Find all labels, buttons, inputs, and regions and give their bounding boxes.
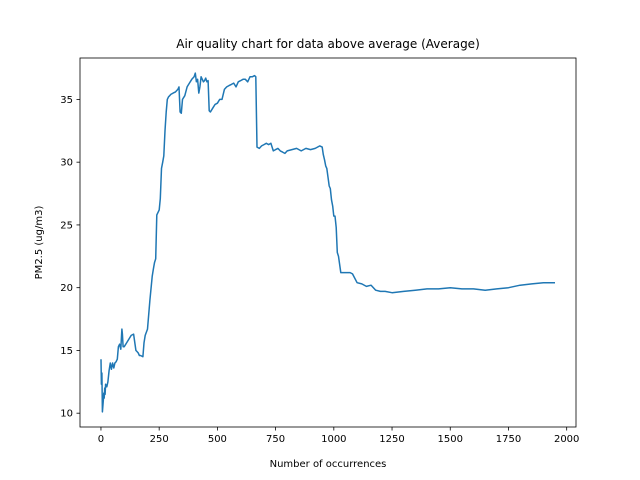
plot-area xyxy=(100,72,555,413)
x-tick-label: 1000 xyxy=(321,434,346,445)
x-tick-label: 750 xyxy=(266,434,285,445)
series-line xyxy=(100,72,555,413)
y-tick-label: 10 xyxy=(60,409,73,420)
y-tick-label: 15 xyxy=(60,346,73,357)
y-axis-label: PM2.5 (ug/m3) xyxy=(34,206,45,280)
y-tick-label: 25 xyxy=(60,220,73,231)
y-tick-label: 30 xyxy=(60,158,73,169)
x-axis: 0 250 500 750 1000 1250 1500 1750 2000 xyxy=(98,427,579,445)
chart-title: Air quality chart for data above average… xyxy=(176,37,480,51)
x-tick-label: 250 xyxy=(150,434,169,445)
x-tick-label: 2000 xyxy=(554,434,579,445)
x-tick-label: 1500 xyxy=(438,434,463,445)
x-axis-label: Number of occurrences xyxy=(270,459,387,470)
y-axis: 10 15 20 25 30 35 xyxy=(60,95,80,420)
y-tick-label: 35 xyxy=(60,95,73,106)
x-tick-label: 0 xyxy=(98,434,104,445)
y-tick-label: 20 xyxy=(60,283,73,294)
plot-frame xyxy=(79,57,577,428)
x-tick-label: 1250 xyxy=(379,434,404,445)
x-tick-label: 1750 xyxy=(496,434,521,445)
x-tick-label: 500 xyxy=(208,434,227,445)
